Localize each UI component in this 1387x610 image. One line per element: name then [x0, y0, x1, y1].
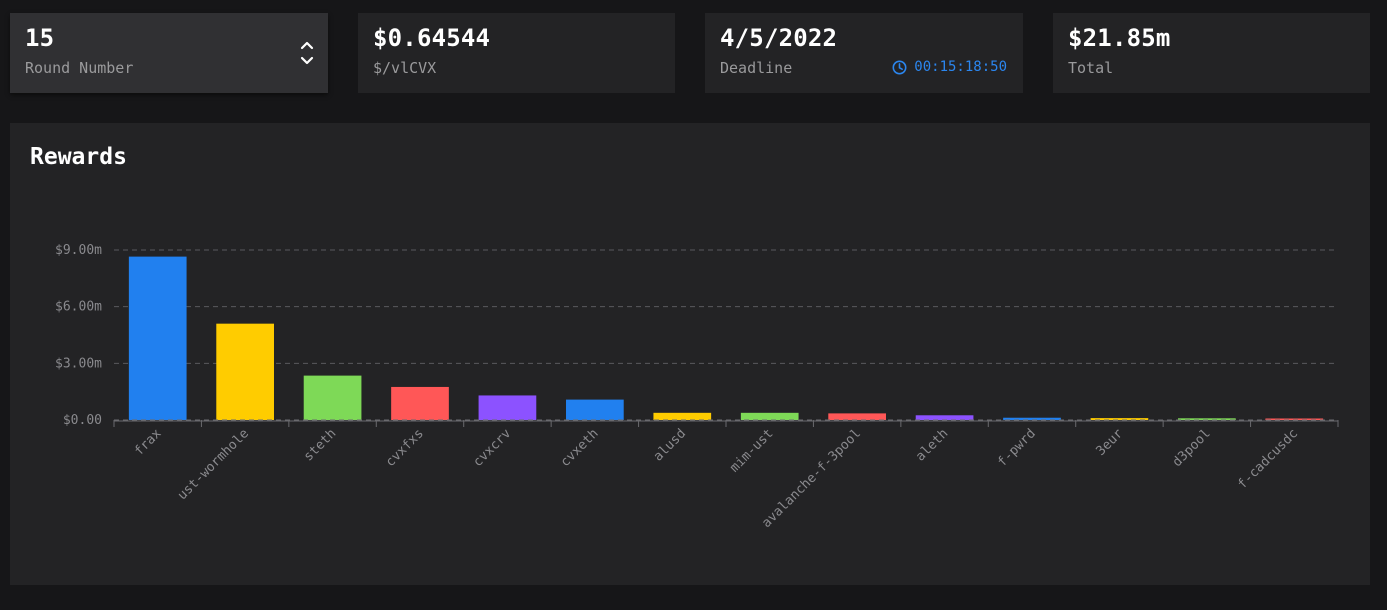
clock-icon [892, 60, 907, 74]
x-tick-label: cvxeth [558, 426, 602, 470]
bar-ust-wormhole [216, 323, 274, 420]
bar-cvxfxs [391, 386, 449, 420]
x-tick-label: d3pool [1170, 426, 1214, 470]
x-tick-label: alusd [651, 426, 689, 464]
x-tick-label: ust-wormhole [175, 426, 252, 503]
x-tick-label: 3eur [1094, 426, 1127, 459]
bar-d3pool [1178, 418, 1236, 420]
round-number-value: 15 [25, 24, 55, 52]
bar-cvxcrv [478, 395, 537, 420]
rewards-title: Rewards [30, 144, 127, 170]
price-card: $0.64544 $/vlCVX [358, 13, 675, 93]
round-number-selector[interactable]: 15 Round Number [10, 13, 328, 93]
bar-frax [128, 256, 187, 420]
total-label: Total [1068, 59, 1114, 77]
x-tick-label: avalanche-f-3pool [759, 426, 864, 531]
deadline-label: Deadline [720, 59, 793, 77]
round-number-label: Round Number [25, 59, 134, 77]
deadline-value: 4/5/2022 [720, 24, 838, 52]
y-tick-label: $6.00m [55, 300, 102, 315]
rewards-bar-chart: $0.00 $3.00m $6.00m $9.00m frax ust-wormhole s… [55, 243, 1339, 531]
x-tick-label: f-cadcusdc [1235, 426, 1301, 492]
countdown-value: 00:15:18:50 [914, 59, 1007, 75]
countdown: 00:15:18:50 [892, 59, 1007, 75]
bar-3eur [1090, 418, 1149, 420]
x-tick-label: frax [132, 426, 165, 459]
x-tick-label: cvxcrv [470, 426, 514, 470]
x-tick-label: steth [301, 426, 339, 464]
price-value: $0.64544 [373, 24, 491, 52]
x-tick-label: aleth [913, 426, 951, 464]
total-value: $21.85m [1068, 24, 1171, 52]
bar-aleth [915, 415, 974, 420]
bar-steth [303, 375, 362, 420]
bar-f-pwrd [1003, 417, 1061, 420]
total-card: $21.85m Total [1053, 13, 1370, 93]
x-tick-label: f-pwrd [995, 426, 1039, 470]
bar-f-cadcusdc [1265, 418, 1324, 420]
y-tick-label: $9.00m [55, 243, 102, 258]
y-tick-label: $0.00 [63, 413, 102, 428]
x-tick-label: cvxfxs [383, 426, 427, 470]
bar-mim-ust [740, 412, 799, 420]
price-label: $/vlCVX [373, 59, 437, 77]
chevron-up-down-icon[interactable] [300, 39, 314, 67]
bar-alusd [653, 412, 712, 420]
rewards-panel: Rewards $0.00 $3.00m $6.00m $9.00m frax ust-w… [10, 123, 1370, 585]
y-tick-label: $3.00m [55, 356, 102, 371]
x-tick-label: mim-ust [727, 426, 776, 475]
bar-cvxeth [566, 399, 624, 420]
bar-avalanche-f-3pool [828, 413, 886, 420]
deadline-card: 4/5/2022 Deadline 00:15:18:50 [705, 13, 1023, 93]
